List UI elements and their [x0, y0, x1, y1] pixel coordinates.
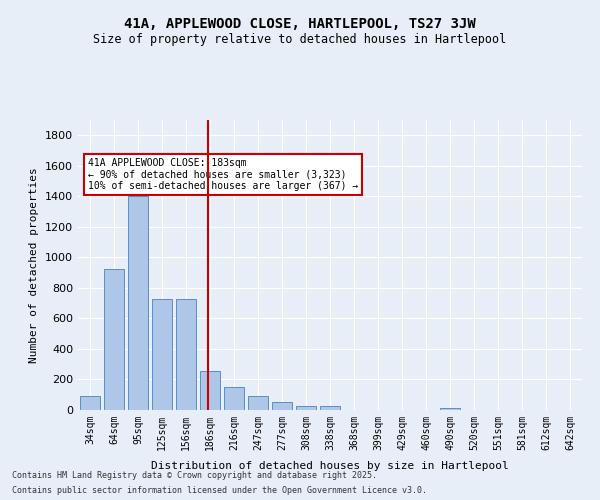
Bar: [248, 396, 268, 410]
Bar: [176, 298, 196, 410]
X-axis label: Distribution of detached houses by size in Hartlepool: Distribution of detached houses by size …: [151, 461, 509, 471]
Y-axis label: Number of detached properties: Number of detached properties: [29, 167, 40, 363]
Bar: [128, 196, 148, 410]
Bar: [296, 406, 316, 410]
Bar: [440, 408, 460, 410]
Text: Contains HM Land Registry data © Crown copyright and database right 2025.: Contains HM Land Registry data © Crown c…: [12, 471, 377, 480]
Text: Size of property relative to detached houses in Hartlepool: Size of property relative to detached ho…: [94, 32, 506, 46]
Bar: [152, 298, 172, 410]
Bar: [80, 396, 100, 410]
Bar: [104, 269, 124, 410]
Bar: [272, 402, 292, 410]
Text: 41A APPLEWOOD CLOSE: 183sqm
← 90% of detached houses are smaller (3,323)
10% of : 41A APPLEWOOD CLOSE: 183sqm ← 90% of det…: [88, 158, 358, 191]
Bar: [224, 387, 244, 410]
Text: Contains public sector information licensed under the Open Government Licence v3: Contains public sector information licen…: [12, 486, 427, 495]
Text: 41A, APPLEWOOD CLOSE, HARTLEPOOL, TS27 3JW: 41A, APPLEWOOD CLOSE, HARTLEPOOL, TS27 3…: [124, 18, 476, 32]
Bar: [200, 371, 220, 410]
Bar: [320, 406, 340, 410]
